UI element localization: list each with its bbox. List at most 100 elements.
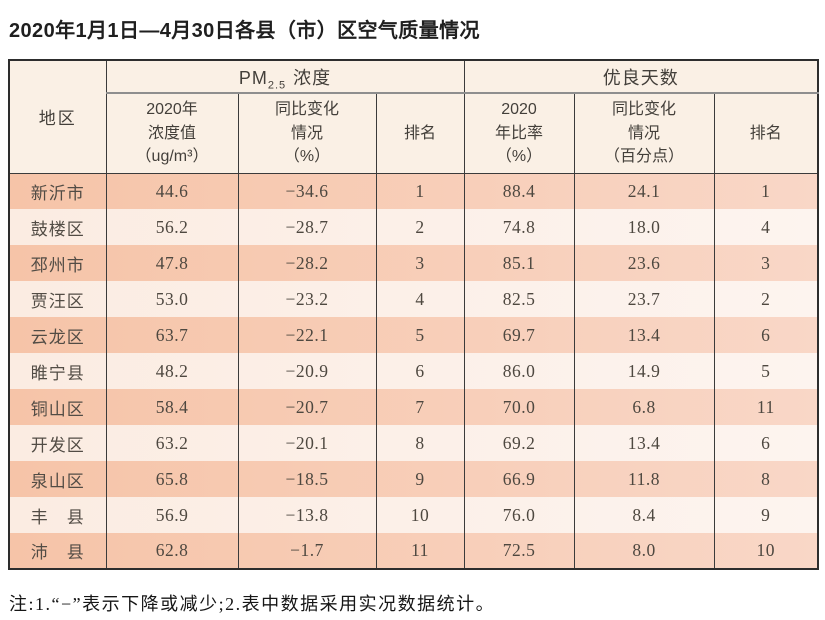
pm25-change-cell: −23.2	[237, 281, 376, 317]
table-row: 云龙区 63.7 −22.1 5 69.7 13.4 6	[8, 317, 819, 353]
header-pm25-rank: 排名	[375, 93, 465, 174]
good-change-cell: 24.1	[573, 173, 715, 209]
pm25-change-cell: −34.6	[237, 173, 376, 209]
good-change-cell: 8.4	[573, 497, 715, 533]
good-ratio-cell: 69.7	[463, 317, 575, 353]
pm25-rank-cell: 11	[375, 533, 465, 569]
good-ratio-cell: 74.8	[463, 209, 575, 245]
table-row: 丰 县 56.9 −13.8 10 76.0 8.4 9	[8, 497, 819, 533]
pm25-value-cell: 56.9	[105, 497, 238, 533]
good-ratio-cell: 69.2	[463, 425, 575, 461]
good-rank-cell: 2	[713, 281, 819, 317]
pm25-rank-cell: 10	[375, 497, 465, 533]
good-rank-cell: 9	[713, 497, 819, 533]
header-good-change: 同比变化 情况 （百分点）	[573, 93, 715, 174]
header-sub-row: 2020年 浓度值 （ug/m³） 同比变化 情况 （%） 排名 2020 年比…	[9, 93, 819, 174]
table-row: 泉山区 65.8 −18.5 9 66.9 11.8 8	[8, 461, 819, 497]
good-rank-cell: 1	[713, 173, 819, 209]
good-change-cell: 6.8	[573, 389, 715, 425]
pm25-change-cell: −28.7	[237, 209, 376, 245]
table-row: 新沂市 44.6 −34.6 1 88.4 24.1 1	[8, 173, 819, 209]
pm25-group-suffix: 浓度	[293, 67, 332, 88]
region-cell: 睢宁县	[8, 353, 106, 389]
pm25-value-cell: 48.2	[105, 353, 238, 389]
pm25-value-cell: 63.7	[105, 317, 238, 353]
header-region: 地区	[8, 60, 106, 174]
pm25-rank-cell: 7	[375, 389, 465, 425]
region-cell: 新沂市	[8, 173, 106, 209]
table-row: 鼓楼区 56.2 −28.7 2 74.8 18.0 4	[8, 209, 819, 245]
page-title: 2020年1月1日—4月30日各县（市）区空气质量情况	[9, 20, 480, 42]
good-change-cell: 23.6	[573, 245, 715, 281]
pm25-group-subscript: 2.5	[267, 79, 287, 92]
table-body: 新沂市 44.6 −34.6 1 88.4 24.1 1 鼓楼区 56.2 −28.7 2 74.8 1…	[8, 173, 819, 569]
good-change-cell: 14.9	[573, 353, 715, 389]
header-good-rank: 排名	[713, 93, 819, 174]
pm25-value-cell: 56.2	[105, 209, 238, 245]
pm25-rank-cell: 3	[375, 245, 465, 281]
pm25-rank-cell: 5	[375, 317, 465, 353]
pm25-value-cell: 53.0	[105, 281, 238, 317]
good-rank-cell: 10	[713, 533, 819, 569]
region-cell: 铜山区	[8, 389, 106, 425]
pm25-change-cell: −13.8	[237, 497, 376, 533]
good-change-cell: 23.7	[573, 281, 715, 317]
good-ratio-cell: 72.5	[463, 533, 575, 569]
good-change-cell: 13.4	[573, 425, 715, 461]
header-good-ratio: 2020 年比率 （%）	[463, 93, 575, 174]
region-cell: 丰 县	[8, 497, 106, 533]
pm25-value-cell: 44.6	[105, 173, 238, 209]
good-ratio-cell: 66.9	[463, 461, 575, 497]
good-rank-cell: 6	[713, 425, 819, 461]
pm25-change-cell: −1.7	[237, 533, 376, 569]
good-ratio-cell: 76.0	[463, 497, 575, 533]
table-row: 邳州市 47.8 −28.2 3 85.1 23.6 3	[8, 245, 819, 281]
good-rank-cell: 6	[713, 317, 819, 353]
good-rank-cell: 4	[713, 209, 819, 245]
header-pm25-change: 同比变化 情况 （%）	[237, 93, 376, 174]
good-change-cell: 13.4	[573, 317, 715, 353]
region-cell: 鼓楼区	[8, 209, 106, 245]
pm25-change-cell: −20.9	[237, 353, 376, 389]
good-ratio-cell: 88.4	[463, 173, 575, 209]
header-good-days-group: 优良天数	[463, 60, 819, 94]
region-cell: 泉山区	[8, 461, 106, 497]
pm25-value-cell: 58.4	[105, 389, 238, 425]
footnote: 注:1.“−”表示下降或减少;2.表中数据采用实况数据统计。	[9, 594, 496, 614]
pm25-rank-cell: 4	[375, 281, 465, 317]
good-change-cell: 8.0	[573, 533, 715, 569]
pm25-rank-cell: 9	[375, 461, 465, 497]
header-pm25-value: 2020年 浓度值 （ug/m³）	[105, 93, 238, 174]
pm25-rank-cell: 6	[375, 353, 465, 389]
header-pm25-group: PM2.5 浓度	[105, 60, 465, 94]
pm25-change-cell: −18.5	[237, 461, 376, 497]
pm25-rank-cell: 2	[375, 209, 465, 245]
header-group-row: 地区 PM2.5 浓度 优良天数	[8, 60, 819, 174]
good-rank-cell: 11	[713, 389, 819, 425]
pm25-change-cell: −22.1	[237, 317, 376, 353]
region-cell: 沛 县	[8, 533, 106, 569]
table-row: 沛 县 62.8 −1.7 11 72.5 8.0 10	[8, 533, 819, 569]
good-ratio-cell: 82.5	[463, 281, 575, 317]
region-cell: 开发区	[8, 425, 106, 461]
good-change-cell: 18.0	[573, 209, 715, 245]
pm25-value-cell: 63.2	[105, 425, 238, 461]
good-rank-cell: 5	[713, 353, 819, 389]
pm25-change-cell: −20.1	[237, 425, 376, 461]
pm25-change-cell: −20.7	[237, 389, 376, 425]
good-rank-cell: 8	[713, 461, 819, 497]
pm25-value-cell: 62.8	[105, 533, 238, 569]
good-ratio-cell: 85.1	[463, 245, 575, 281]
table-header: 地区 PM2.5 浓度 优良天数 2020年 浓度值 （ug/m³） 同比变化 情…	[8, 60, 819, 174]
region-cell: 贾汪区	[8, 281, 106, 317]
pm25-rank-cell: 8	[375, 425, 465, 461]
table-row: 铜山区 58.4 −20.7 7 70.0 6.8 11	[8, 389, 819, 425]
good-ratio-cell: 86.0	[463, 353, 575, 389]
pm25-change-cell: −28.2	[237, 245, 376, 281]
pm25-group-prefix: PM	[238, 67, 268, 88]
region-cell: 邳州市	[8, 245, 106, 281]
table-row: 睢宁县 48.2 −20.9 6 86.0 14.9 5	[8, 353, 819, 389]
pm25-value-cell: 47.8	[105, 245, 238, 281]
table-row: 贾汪区 53.0 −23.2 4 82.5 23.7 2	[8, 281, 819, 317]
